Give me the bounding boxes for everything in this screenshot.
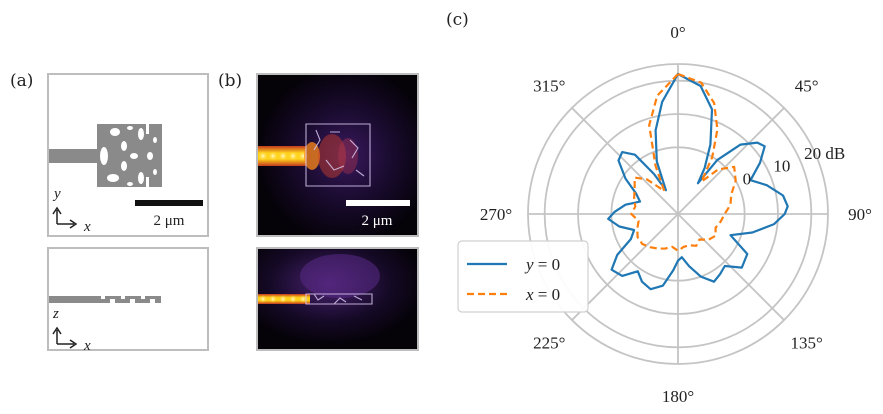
angular-gridline-225 — [571, 213, 679, 321]
legend: y = 0 x = 0 — [457, 240, 589, 313]
panel-a-top-frame — [47, 73, 209, 237]
axes-indicator-bottom: z x — [52, 306, 91, 354]
panel-a-bottom-frame — [47, 247, 209, 351]
axis-x-label-top: x — [83, 219, 91, 235]
panel-c: (c) 0° 45° 90° 135° 180° 225° 270° 315° 0 10 20 dB… — [446, 10, 872, 406]
angle-tick-label-270: 270° — [480, 205, 512, 224]
axis-z-label: z — [52, 306, 59, 322]
scalebar-b-label: 2 μm — [362, 213, 393, 229]
device-side-view — [49, 296, 161, 303]
panel-b-label: (b) — [218, 71, 242, 91]
legend-label-x: x = 0 — [525, 285, 560, 304]
radial-tick-label-2: 20 dB — [804, 144, 845, 163]
panel-a-label: (a) — [10, 71, 33, 91]
angle-tick-label-0: 0° — [670, 23, 685, 42]
series-line-0 — [607, 72, 789, 291]
angle-tick-label-135: 135° — [791, 334, 823, 353]
legend-label-y: y = 0 — [524, 255, 560, 274]
radial-tick-label-1: 10 — [773, 157, 790, 176]
angular-gridline-315 — [571, 107, 679, 215]
field-map-side-content — [258, 254, 380, 305]
panel-c-label: (c) — [446, 10, 469, 30]
angle-tick-label-90: 90° — [848, 205, 872, 224]
series-line-1 — [630, 72, 737, 252]
field-map-top-content — [258, 123, 371, 187]
axes-indicator-top: y x — [52, 186, 91, 235]
scalebar-a — [135, 200, 203, 206]
polar-chart: 0° 45° 90° 135° 180° 225° 270° 315° 0 10 20 dB — [480, 23, 872, 406]
legend-box — [457, 240, 589, 313]
scalebar-b — [346, 200, 410, 206]
angle-tick-label-225: 225° — [533, 334, 565, 353]
angular-gridline-45 — [677, 107, 785, 215]
angle-tick-label-315: 315° — [533, 76, 565, 95]
device-top-view — [49, 124, 162, 187]
axis-y-label: y — [52, 186, 61, 202]
axis-x-label-bottom: x — [83, 338, 91, 354]
angle-tick-label-180: 180° — [662, 387, 694, 406]
radial-tick-label-0: 0 — [743, 169, 752, 188]
angle-tick-label-45: 45° — [795, 76, 819, 95]
panel-b: (b) 2 μm — [218, 71, 419, 351]
scalebar-a-label: 2 μm — [154, 213, 185, 229]
panel-a: (a) — [10, 71, 209, 354]
